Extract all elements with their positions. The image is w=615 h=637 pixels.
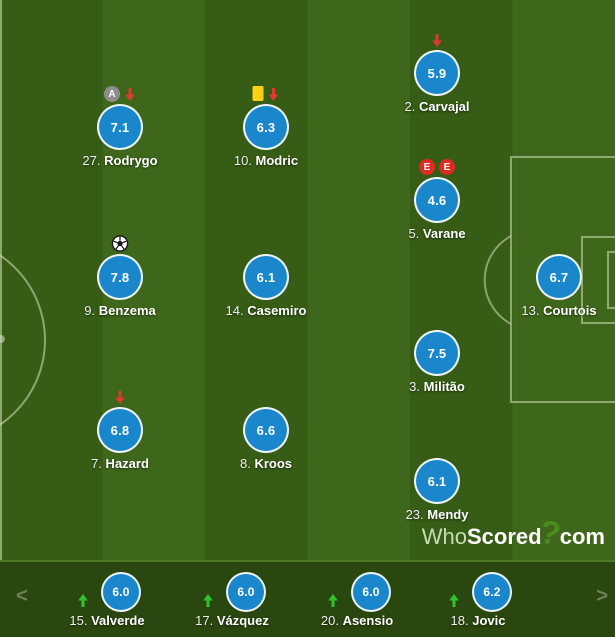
- player-icons: [111, 235, 129, 252]
- player-rating-badge[interactable]: 6.1: [243, 254, 289, 300]
- player-rating: 6.6: [256, 422, 276, 438]
- player-name[interactable]: 23. Mendy: [405, 507, 469, 522]
- player-name[interactable]: 5. Varane: [408, 226, 466, 241]
- player-icons: [431, 33, 443, 48]
- player-rating: 6.2: [483, 585, 501, 599]
- player-rating-badge[interactable]: 5.9: [414, 50, 460, 96]
- player-rating-badge[interactable]: 6.7: [536, 254, 582, 300]
- player-name[interactable]: 17. Vázquez: [195, 613, 269, 628]
- player-name[interactable]: 10. Modric: [233, 153, 299, 168]
- player-rating: 6.0: [237, 585, 255, 599]
- player-rating-badge[interactable]: 6.0: [351, 572, 391, 612]
- assist-icon: A: [104, 86, 120, 102]
- player-name[interactable]: 3. Militão: [409, 379, 465, 394]
- sub-on-icon: [449, 594, 459, 607]
- player-icons: A: [104, 86, 136, 102]
- player-name[interactable]: 7. Hazard: [91, 456, 149, 471]
- yellow-card-icon: [252, 86, 264, 101]
- sub-off-icon: [432, 34, 442, 47]
- error-icon: E: [419, 159, 435, 175]
- player-rating: 5.9: [427, 65, 447, 81]
- player-name[interactable]: 27. Rodrygo: [82, 153, 158, 168]
- player-rating-badge[interactable]: 4.6: [414, 177, 460, 223]
- player-rating: 7.8: [110, 269, 130, 285]
- sub-on-icon: [203, 594, 213, 607]
- player-name[interactable]: 2. Carvajal: [404, 99, 470, 114]
- player-rating: 4.6: [427, 192, 447, 208]
- player-name[interactable]: 14. Casemiro: [225, 303, 307, 318]
- football-pitch: A 7.1 27. Rodrygo 6.3 10. Modric 5.9 2. …: [0, 0, 615, 560]
- player-name[interactable]: 18. Jovic: [450, 613, 506, 628]
- player-name[interactable]: 13. Courtois: [521, 303, 597, 318]
- player-rating: 6.0: [112, 585, 130, 599]
- sub-on-slot: [202, 593, 214, 613]
- player-icons: [114, 390, 126, 405]
- sub-on-slot: [77, 593, 89, 613]
- player-rating: 6.7: [549, 269, 569, 285]
- sub-off-icon: [115, 391, 125, 404]
- subs-next-chevron-icon[interactable]: >: [596, 585, 608, 607]
- sub-on-icon: [328, 594, 338, 607]
- sub-on-icon: [78, 594, 88, 607]
- player-rating-badge[interactable]: 6.0: [226, 572, 266, 612]
- sub-off-icon: [125, 88, 135, 101]
- watermark-who: Who: [421, 524, 467, 549]
- player-rating-badge[interactable]: 7.1: [97, 104, 143, 150]
- player-rating-badge[interactable]: 7.5: [414, 330, 460, 376]
- player-rating-badge[interactable]: 6.0: [101, 572, 141, 612]
- goal-icon: [111, 235, 129, 252]
- player-name[interactable]: 15. Valverde: [69, 613, 145, 628]
- player-rating: 6.1: [427, 473, 447, 489]
- substitutes-bar: < 6.0 15. Valverde 6.0 17. Vázquez 6.0 2…: [0, 560, 615, 637]
- player-rating-badge[interactable]: 6.2: [472, 572, 512, 612]
- player-rating-badge[interactable]: 6.8: [97, 407, 143, 453]
- player-rating: 6.0: [362, 585, 380, 599]
- player-rating: 6.8: [110, 422, 130, 438]
- subs-prev-chevron-icon[interactable]: <: [16, 585, 28, 607]
- player-rating-badge[interactable]: 6.1: [414, 458, 460, 504]
- sub-off-icon: [268, 88, 279, 101]
- sub-on-slot: [448, 593, 460, 613]
- player-name[interactable]: 8. Kroos: [239, 456, 293, 471]
- error-icon: E: [439, 159, 455, 175]
- player-rating: 6.3: [256, 119, 276, 135]
- player-rating-badge[interactable]: 6.3: [243, 104, 289, 150]
- player-rating-badge[interactable]: 7.8: [97, 254, 143, 300]
- player-icons: [252, 86, 280, 102]
- pitch-markings: [0, 0, 615, 560]
- player-name[interactable]: 9. Benzema: [84, 303, 156, 318]
- watermark-scored: Scored: [466, 524, 542, 549]
- watermark-com: com: [559, 524, 605, 549]
- player-rating: 6.1: [256, 269, 276, 285]
- player-rating-badge[interactable]: 6.6: [243, 407, 289, 453]
- whoscored-watermark: WhoScored?com: [421, 512, 605, 557]
- player-name[interactable]: 20. Asensio: [320, 613, 394, 628]
- player-rating: 7.5: [427, 345, 447, 361]
- sub-on-slot: [327, 593, 339, 613]
- player-rating: 7.1: [110, 119, 130, 135]
